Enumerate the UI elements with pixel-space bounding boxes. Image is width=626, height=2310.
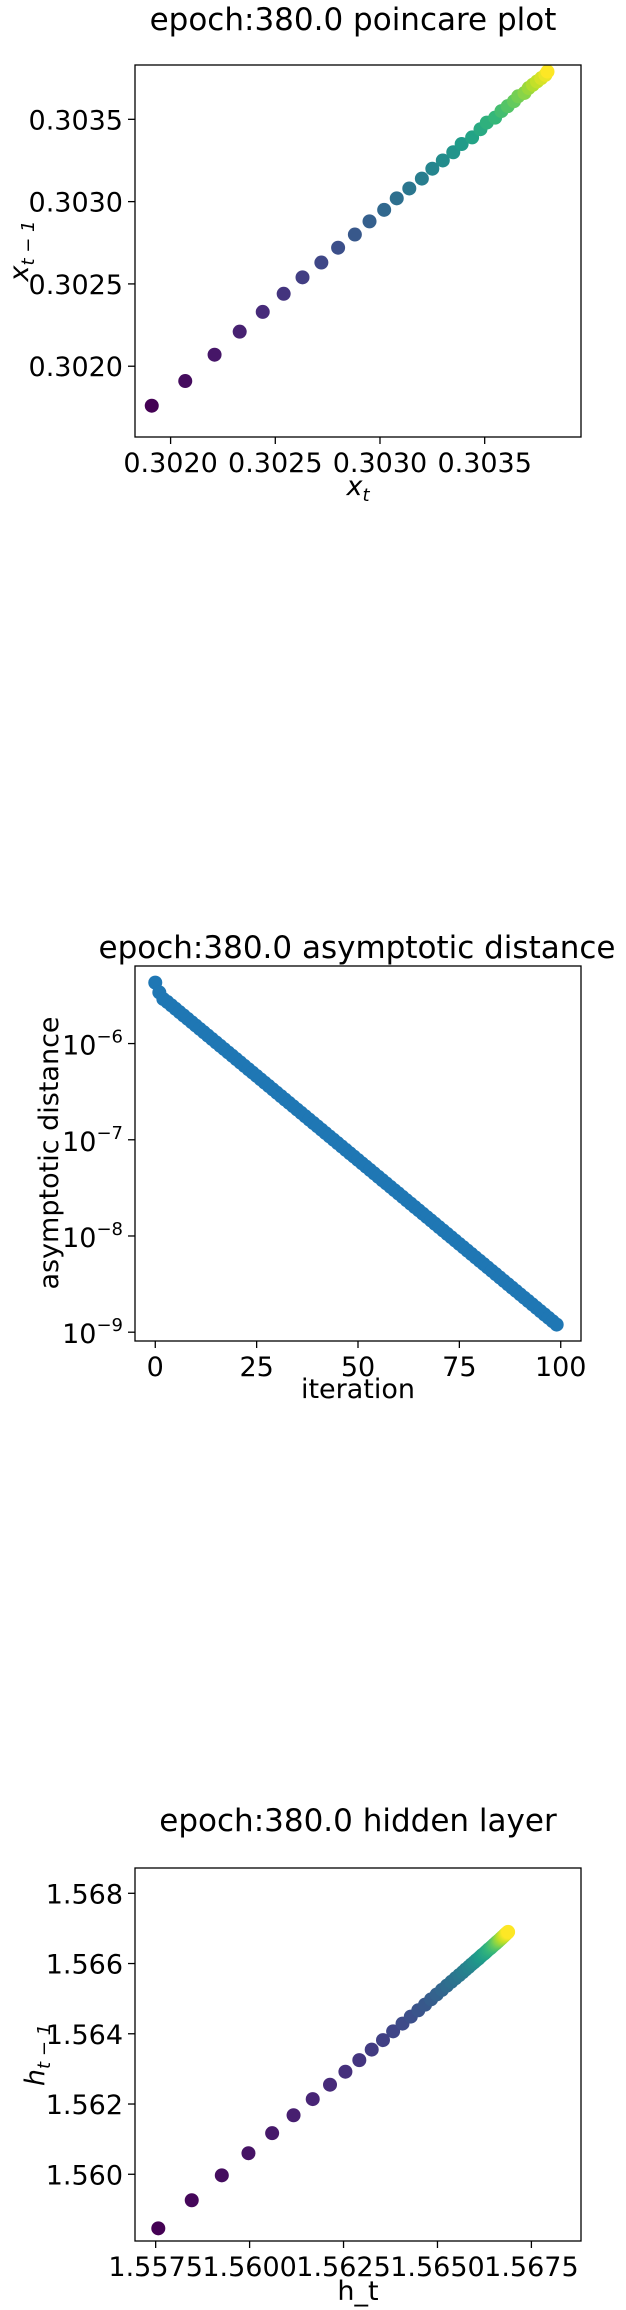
- x-tick-label: 1.5600: [202, 2252, 296, 2283]
- data-point: [364, 2042, 379, 2057]
- hidden-layer-title: epoch:380.0 hidden layer: [159, 1803, 557, 1839]
- data-point: [375, 2033, 390, 2048]
- y-tick-label: 10−9: [62, 1315, 123, 1350]
- data-point: [305, 2092, 320, 2107]
- data-point: [347, 227, 362, 242]
- x-tick-label: 1.5575: [108, 2252, 202, 2283]
- data-point: [214, 2168, 229, 2183]
- asymptotic-y-axis-label: asymptotic distance: [34, 1016, 65, 1289]
- y-tick-label: 0.3025: [29, 270, 123, 301]
- data-point: [425, 161, 440, 176]
- data-point: [265, 2126, 280, 2141]
- x-tick-label: 25: [239, 1352, 273, 1383]
- hidden-layer-points: [151, 1924, 516, 2236]
- hidden-layer-y-ticks: 1.560 1.562 1.564 1.566 1.568: [46, 1879, 135, 2191]
- data-point: [232, 324, 247, 339]
- poincare-y-ticks: 0.3020 0.3025 0.3030 0.3035: [29, 105, 135, 383]
- x-tick-label: 0.3020: [123, 448, 217, 479]
- x-tick-label: 0.3030: [333, 448, 427, 479]
- hidden-layer-x-ticks: 1.5575 1.5600 1.5625 1.5650 1.5675: [108, 2241, 579, 2283]
- y-tick-label: 10−6: [62, 1027, 123, 1062]
- data-point: [540, 64, 555, 79]
- poincare-x-ticks: 0.3020 0.3025 0.3030 0.3035: [123, 437, 532, 479]
- x-tick-label: 1.5625: [296, 2252, 390, 2283]
- data-point: [402, 181, 417, 196]
- poincare-plot-chart: epoch:380.0 poincare plot 0.3020 0.3025 0.…: [4, 2, 582, 506]
- data-point: [276, 286, 291, 301]
- data-point: [241, 2146, 256, 2161]
- data-point: [314, 255, 329, 270]
- poincare-x-axis-label: xt: [345, 471, 370, 506]
- data-point: [338, 2064, 353, 2079]
- poincare-points: [144, 64, 555, 413]
- data-point: [178, 374, 193, 389]
- y-tick-label: 1.566: [46, 1950, 123, 1981]
- data-point: [144, 398, 159, 413]
- data-point: [184, 2193, 199, 2208]
- y-tick-label: 1.564: [46, 2020, 123, 2051]
- data-point: [389, 191, 404, 206]
- asymptotic-distance-chart: epoch:380.0 asymptotic distance 0 25 50 75 1…: [34, 930, 615, 1405]
- x-tick-label: 0: [147, 1352, 164, 1383]
- asymptotic-y-ticks: 10−6 10−7 10−8 10−9: [62, 1027, 135, 1350]
- poincare-plot-frame: [134, 64, 582, 438]
- y-tick-label: 0.3020: [29, 352, 123, 383]
- x-tick-label: 1.5650: [390, 2252, 484, 2283]
- y-tick-label: 1.568: [46, 1879, 123, 1910]
- x-tick-label: 50: [341, 1352, 375, 1383]
- hidden-layer-chart: epoch:380.0 hidden layer 1.5575 1.5600 1.5…: [20, 1803, 582, 2307]
- x-tick-label: 0.3035: [437, 448, 531, 479]
- hidden-layer-y-axis-label: ht − 1: [20, 2024, 55, 2086]
- data-point: [501, 1924, 516, 1939]
- y-tick-label: 10−8: [62, 1219, 123, 1254]
- x-tick-label: 75: [442, 1352, 476, 1383]
- hidden-layer-x-axis-label: h_t: [337, 2276, 378, 2307]
- data-point: [377, 202, 392, 217]
- data-point: [454, 137, 469, 152]
- data-point: [414, 171, 429, 186]
- y-tick-label: 0.3030: [29, 188, 123, 219]
- poincare-plot-title: epoch:380.0 poincare plot: [150, 2, 557, 38]
- y-tick-label: 1.562: [46, 2090, 123, 2121]
- data-point: [352, 2053, 367, 2068]
- x-tick-label: 100: [535, 1352, 587, 1383]
- x-tick-label: 1.5675: [484, 2252, 578, 2283]
- y-tick-label: 1.560: [46, 2160, 123, 2191]
- data-point: [362, 214, 377, 229]
- data-point: [151, 2221, 166, 2236]
- data-point: [386, 2024, 401, 2039]
- poincare-y-axis-label: xt − 1: [4, 220, 39, 282]
- data-point: [286, 2108, 301, 2123]
- asymptotic-distance-points: [148, 975, 564, 1332]
- x-tick-label: 0.3025: [228, 448, 322, 479]
- asymptotic-x-axis-label: iteration: [301, 1374, 415, 1405]
- data-point: [207, 347, 222, 362]
- data-point: [255, 304, 270, 319]
- data-point: [331, 240, 346, 255]
- y-tick-label: 0.3035: [29, 105, 123, 136]
- data-point: [549, 1317, 564, 1332]
- data-point: [295, 270, 310, 285]
- data-point: [435, 153, 450, 168]
- data-point: [323, 2077, 338, 2092]
- hidden-layer-frame: [134, 1867, 582, 2242]
- asymptotic-x-ticks: 0 25 50 75 100: [147, 1341, 587, 1383]
- asymptotic-distance-title: epoch:380.0 asymptotic distance: [99, 930, 616, 966]
- y-tick-label: 10−7: [62, 1123, 123, 1158]
